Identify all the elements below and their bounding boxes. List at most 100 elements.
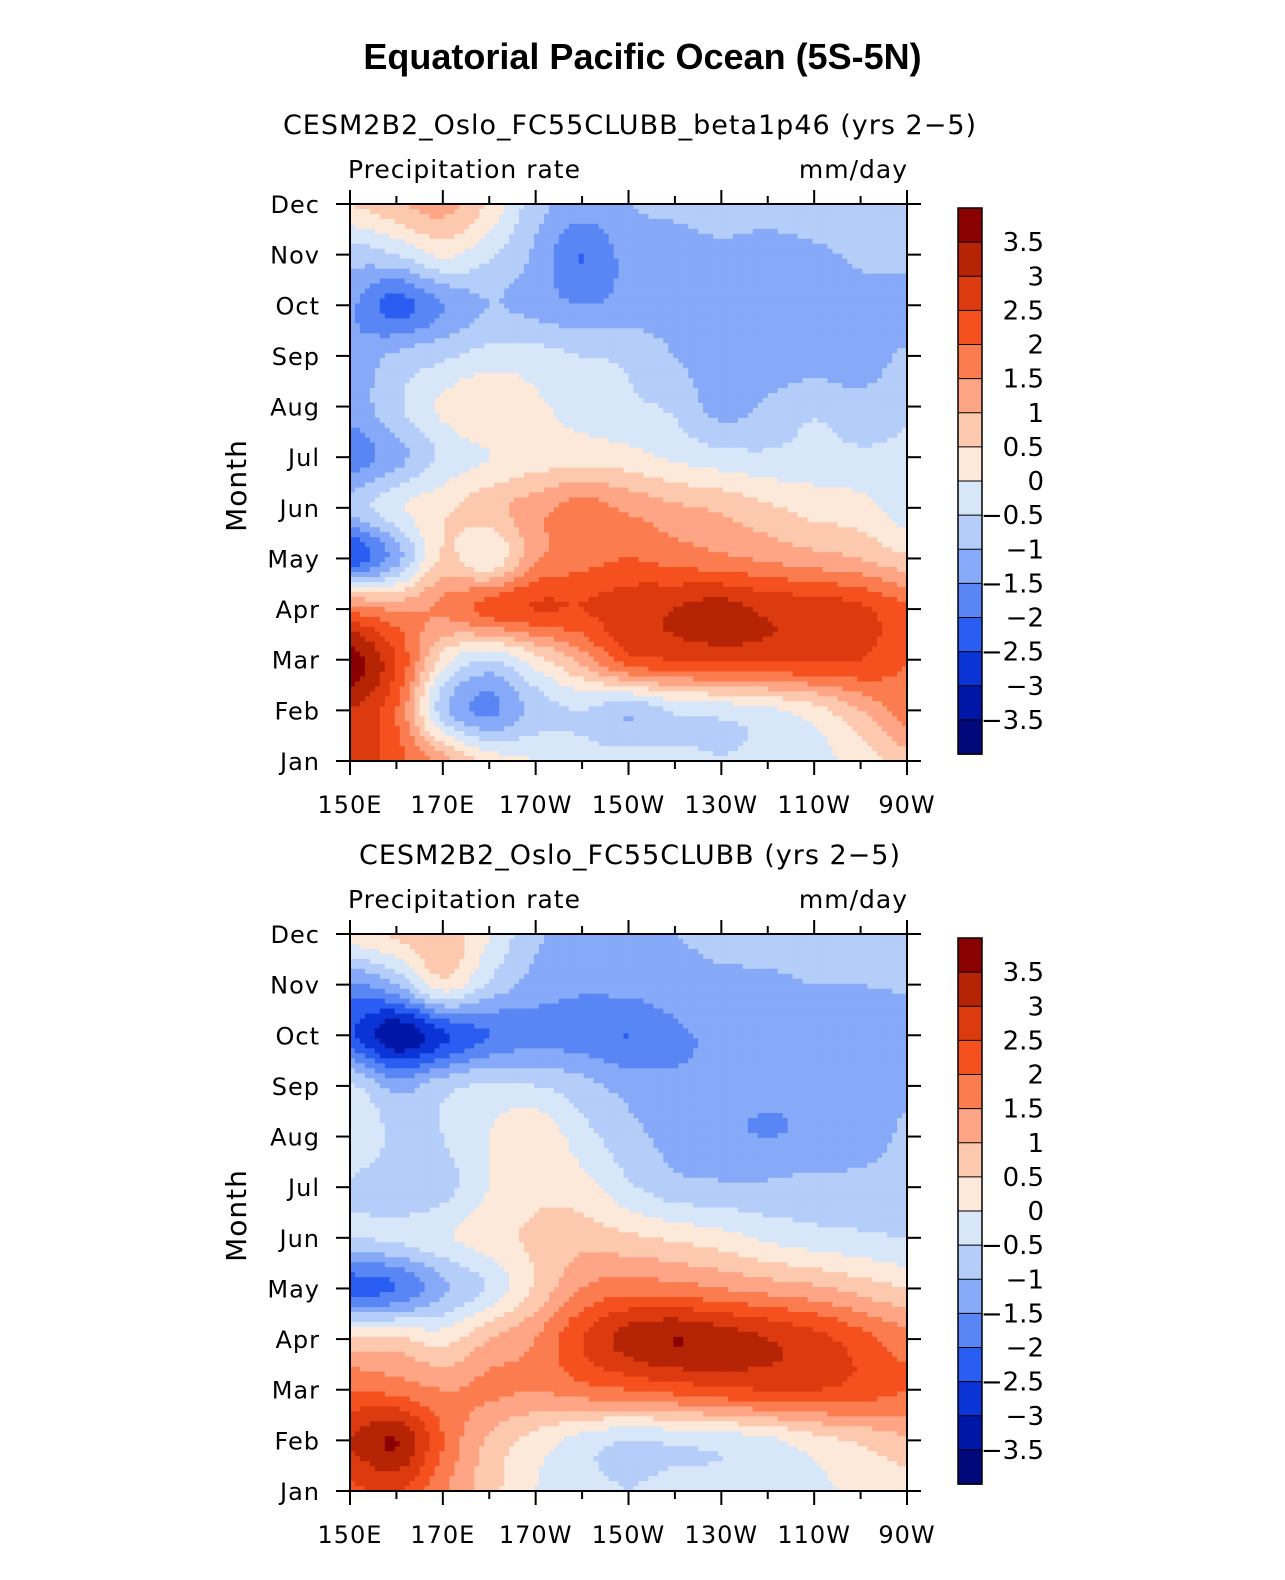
contour-cell <box>399 303 406 310</box>
contour-cell <box>434 383 441 389</box>
contour-cell <box>792 333 799 339</box>
contour-cell <box>877 278 883 285</box>
contour-cell <box>623 368 630 374</box>
contour-cell <box>857 412 863 419</box>
contour-cell <box>588 363 595 369</box>
contour-cell <box>653 412 659 419</box>
contour-cell <box>877 268 883 275</box>
contour-cell <box>872 363 878 369</box>
contour-cell <box>568 223 575 230</box>
contour-cell <box>792 368 799 374</box>
contour-cell <box>852 253 858 260</box>
contour-cell <box>613 283 620 290</box>
contour-cell <box>593 313 600 319</box>
contour-cell <box>394 218 401 225</box>
contour-cell <box>847 293 853 300</box>
contour-cell <box>578 368 585 374</box>
contour-cell <box>469 288 475 295</box>
contour-cell <box>752 258 759 265</box>
contour-cell <box>404 228 411 235</box>
contour-cell <box>354 328 361 334</box>
contour-cell <box>379 363 386 369</box>
contour-cell <box>812 318 819 324</box>
contour-cell <box>668 373 674 379</box>
contour-cell <box>459 283 465 290</box>
contour-cell <box>504 353 510 359</box>
contour-cell <box>752 204 759 210</box>
contour-cell <box>663 388 669 394</box>
contour-cell <box>678 288 684 295</box>
contour-cell <box>688 223 694 230</box>
contour-cell <box>568 253 575 260</box>
contour-cell <box>394 263 401 270</box>
contour-cell <box>732 363 739 369</box>
contour-cell <box>817 248 824 255</box>
contour-cell <box>384 328 391 334</box>
contour-cell <box>568 303 575 310</box>
contour-cell <box>668 402 674 409</box>
contour-cell <box>703 407 709 414</box>
contour-cell <box>782 397 789 404</box>
contour-cell <box>529 278 535 285</box>
contour-cell <box>424 397 431 404</box>
contour-cell <box>762 243 769 250</box>
contour-cell <box>499 328 505 334</box>
contour-cell <box>678 303 684 310</box>
contour-cell <box>892 233 898 240</box>
contour-cell <box>588 253 595 260</box>
contour-cell <box>479 333 485 339</box>
contour-cell <box>449 243 456 250</box>
contour-cell <box>558 328 565 334</box>
contour-cell <box>782 333 789 339</box>
contour-cell <box>742 268 749 275</box>
contour-cell <box>369 417 376 424</box>
contour-cell <box>847 248 853 255</box>
contour-cell <box>703 378 709 384</box>
contour-cell <box>752 228 759 235</box>
contour-cell <box>374 323 381 329</box>
contour-cell <box>693 218 699 225</box>
contour-cell <box>892 358 898 364</box>
contour-cell <box>558 378 565 384</box>
contour-cell <box>454 383 461 389</box>
contour-cell <box>444 388 451 394</box>
contour-cell <box>613 258 620 265</box>
contour-cell <box>499 422 505 429</box>
contour-cell <box>573 288 580 295</box>
contour-cell <box>722 273 729 280</box>
contour-cell <box>469 368 475 374</box>
contour-cell <box>429 343 436 349</box>
contour-cell <box>444 223 451 230</box>
contour-cell <box>722 208 729 215</box>
contour-cell <box>867 338 873 344</box>
contour-cell <box>722 283 729 290</box>
contour-cell <box>548 293 555 300</box>
contour-cell <box>797 412 804 419</box>
contour-cell <box>663 288 669 295</box>
contour-cell <box>558 293 565 300</box>
contour-cell <box>374 328 381 334</box>
contour-cell <box>782 204 789 210</box>
contour-cell <box>459 388 465 394</box>
contour-cell <box>374 412 381 419</box>
contour-cell <box>489 402 495 409</box>
contour-cell <box>389 358 396 364</box>
contour-cell <box>822 412 829 419</box>
contour-cell <box>703 253 709 260</box>
contour-cell <box>414 228 421 235</box>
contour-cell <box>633 213 640 220</box>
contour-cell <box>514 378 520 384</box>
contour-cell <box>767 383 774 389</box>
contour-cell <box>727 397 734 404</box>
contour-cell <box>354 298 361 305</box>
contour-cell <box>484 397 490 404</box>
contour-cell <box>708 333 714 339</box>
contour-cell <box>673 273 679 280</box>
contour-cell <box>797 348 804 354</box>
contour-cell <box>409 373 416 379</box>
contour-cell <box>359 378 366 384</box>
contour-cell <box>747 363 754 369</box>
contour-cell <box>553 273 560 280</box>
contour-cell <box>887 378 893 384</box>
contour-cell <box>688 288 694 295</box>
